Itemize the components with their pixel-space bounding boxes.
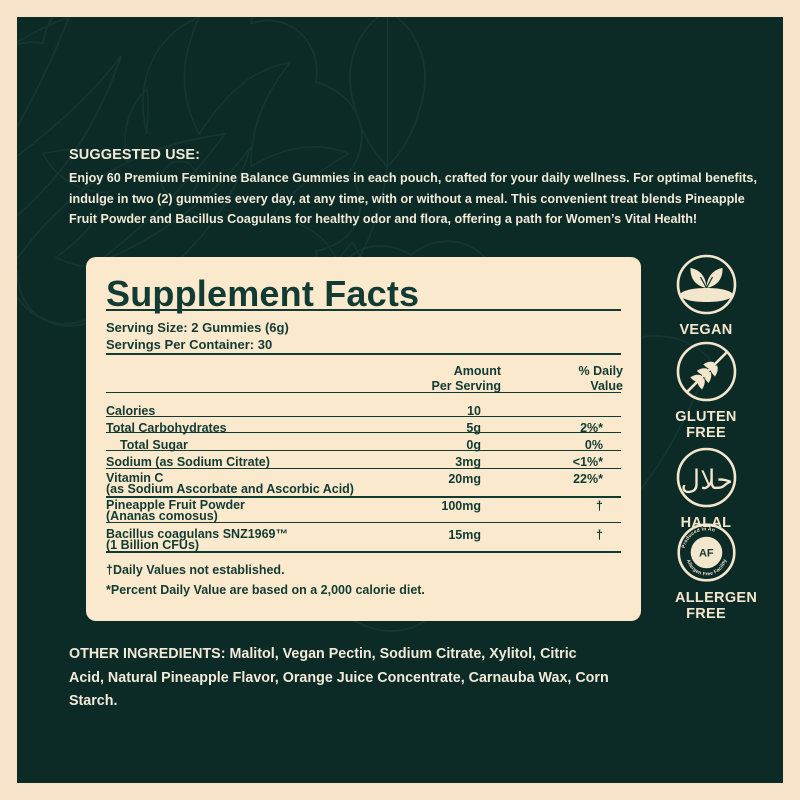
svg-text:AF: AF bbox=[698, 547, 713, 559]
